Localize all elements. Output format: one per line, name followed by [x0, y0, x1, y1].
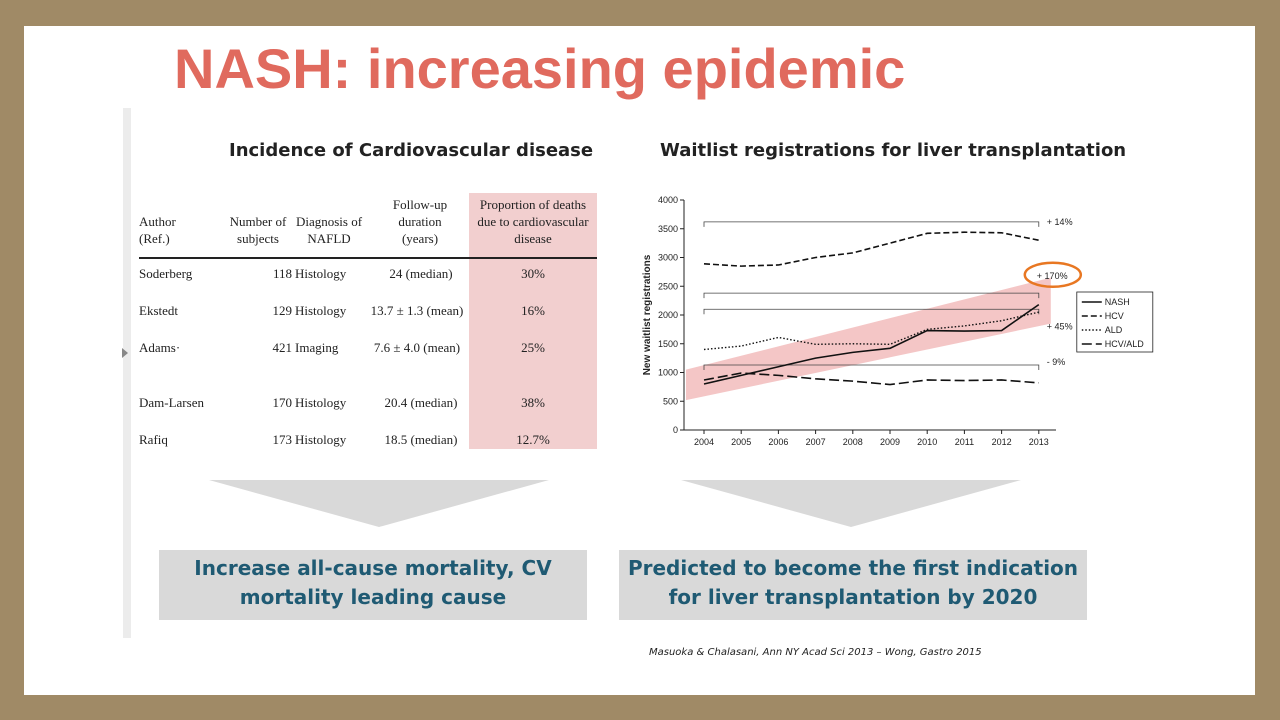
row-3-author: Adams· — [139, 340, 181, 355]
slide-title: NASH: increasing epidemic — [174, 37, 906, 100]
legend-label-hcv: HCV — [1105, 311, 1124, 321]
annotation-3: + 45% — [1047, 322, 1073, 332]
header-rule — [139, 257, 597, 259]
y-axis-label: New waitlist registrations — [642, 254, 653, 375]
cardiovascular-table: Author (Ref.) Number of subjects Diagnos… — [139, 193, 597, 453]
header-proportion-line3: disease — [514, 231, 552, 246]
row-2-author: Ekstedt — [139, 303, 178, 318]
row-1-diagnosis: Histology — [295, 266, 347, 281]
header-diagnosis-line1: Diagnosis of — [295, 214, 363, 229]
row-5-followup: 18.5 (median) — [384, 432, 458, 447]
row-2-proportion: 16% — [521, 303, 545, 318]
slide: NASH: increasing epidemic Incidence of C… — [24, 26, 1255, 695]
y-tick-label-4000: 4000 — [658, 195, 678, 205]
row-3-proportion: 25% — [521, 340, 545, 355]
series-line-nash — [703, 303, 1040, 385]
row-1-proportion: 30% — [521, 266, 545, 281]
bracket-hcv — [703, 221, 1040, 227]
header-diagnosis-line2: NAFLD — [307, 231, 351, 246]
y-tick-label-2000: 2000 — [658, 310, 678, 320]
x-tick-label-2011: 2011 — [955, 437, 974, 447]
left-conclusion-line2: mortality leading cause — [239, 585, 507, 609]
row-5-subjects: 173 — [272, 432, 293, 447]
header-followup-line2: duration — [398, 214, 442, 229]
y-tick-label-500: 500 — [663, 396, 678, 406]
row-3-diagnosis: Imaging — [295, 340, 339, 355]
header-proportion: Proportion of deaths due to cardiovascul… — [469, 196, 597, 247]
x-tick-label-2013: 2013 — [1029, 437, 1049, 447]
right-down-chevron — [681, 480, 1021, 527]
header-subjects-line2: subjects — [237, 231, 279, 246]
x-tick-label-2004: 2004 — [694, 437, 714, 447]
row-1-author: Soderberg — [139, 266, 193, 281]
legend-label-ald: ALD — [1105, 325, 1123, 335]
header-subjects-line1: Number of — [229, 214, 287, 229]
row-3-followup: 7.6 ± 4.0 (mean) — [373, 340, 461, 355]
x-tick-label-2009: 2009 — [880, 437, 900, 447]
y-tick-label-2500: 2500 — [658, 281, 678, 291]
waitlist-line-chart: 0 500 1000 1500 2000 2500 3000 3500 4000 2004 2005… — [642, 195, 1154, 447]
row-2-subjects: 129 — [272, 303, 293, 318]
citation: Masuoka & Chalasani, Ann NY Acad Sci 201… — [649, 647, 982, 658]
table-heading: Incidence of Cardiovascular disease — [229, 140, 594, 161]
annotation-2: + 170% — [1037, 271, 1068, 281]
row-4-proportion: 38% — [521, 395, 545, 410]
bracket-hcv-ald — [703, 364, 1040, 371]
header-followup-line3: (years) — [401, 231, 439, 246]
x-tick-label-2008: 2008 — [843, 437, 863, 447]
left-down-chevron — [209, 480, 549, 527]
left-accent-bar — [123, 108, 131, 638]
chart-heading: Waitlist registrations for liver transpl… — [660, 140, 1127, 161]
proportion-column-highlight — [469, 193, 597, 449]
x-tick-label-2005: 2005 — [731, 437, 751, 447]
header-author-line2: (Ref.) — [139, 231, 170, 246]
row-1-followup: 24 (median) — [389, 266, 453, 281]
header-diagnosis: Diagnosis of NAFLD — [291, 213, 367, 247]
y-tick-label-1500: 1500 — [658, 339, 678, 349]
row-4-diagnosis: Histology — [295, 395, 347, 410]
header-followup-line1: Follow-up — [392, 197, 448, 212]
row-4-subjects: 170 — [272, 395, 293, 410]
y-tick-label-3500: 3500 — [658, 224, 678, 234]
row-4-followup: 20.4 (median) — [384, 395, 458, 410]
nash-increase-circle — [1023, 261, 1083, 288]
legend-label-hcv-ald: HCV/ALD — [1105, 339, 1145, 349]
header-proportion-line1: Proportion of deaths — [479, 197, 587, 212]
header-author: Author (Ref.) — [139, 213, 176, 247]
header-author-line1: Author — [139, 214, 176, 229]
collapse-arrow-icon[interactable] — [122, 348, 128, 358]
header-subjects: Number of subjects — [225, 213, 291, 247]
legend-label-nash: NASH — [1105, 297, 1130, 307]
series-line-ald — [703, 311, 1039, 351]
row-5-author: Rafiq — [139, 432, 168, 447]
right-conclusion-line1: Predicted to become the first indication — [627, 556, 1079, 580]
right-conclusion-line2: for liver transplantation by 2020 — [668, 585, 1038, 609]
left-conclusion-box: Increase all-cause mortality, CV mortali… — [159, 550, 587, 620]
row-5-proportion: 12.7% — [516, 432, 550, 447]
row-1-subjects: 118 — [272, 266, 292, 281]
bracket-nash — [703, 292, 1040, 299]
y-tick-label-0: 0 — [673, 425, 678, 435]
y-tick-label-1000: 1000 — [658, 368, 678, 378]
left-conclusion-line1: Increase all-cause mortality, CV — [194, 556, 552, 580]
y-tick-label-3000: 3000 — [658, 253, 678, 263]
nash-trend-band — [686, 277, 1051, 401]
header-proportion-line2: due to cardiovascular — [477, 214, 589, 229]
x-tick-label-2012: 2012 — [992, 437, 1012, 447]
annotation-1: + 14% — [1047, 217, 1073, 227]
x-tick-label-2006: 2006 — [768, 437, 788, 447]
row-2-diagnosis: Histology — [295, 303, 347, 318]
x-tick-label-2010: 2010 — [917, 437, 937, 447]
row-5-diagnosis: Histology — [295, 432, 347, 447]
header-followup: Follow-up duration (years) — [377, 196, 463, 247]
series-line-hcv-ald — [703, 372, 1039, 386]
row-2-followup: 13.7 ± 1.3 (mean) — [370, 303, 464, 318]
row-4-author: Dam-Larsen — [139, 395, 204, 410]
annotation-4: - 9% — [1047, 357, 1066, 367]
x-tick-label-2007: 2007 — [806, 437, 826, 447]
row-3-subjects: 421 — [272, 340, 293, 355]
right-conclusion-box: Predicted to become the first indication… — [619, 550, 1087, 620]
series-line-hcv — [703, 231, 1039, 267]
bracket-ald — [703, 308, 1040, 315]
